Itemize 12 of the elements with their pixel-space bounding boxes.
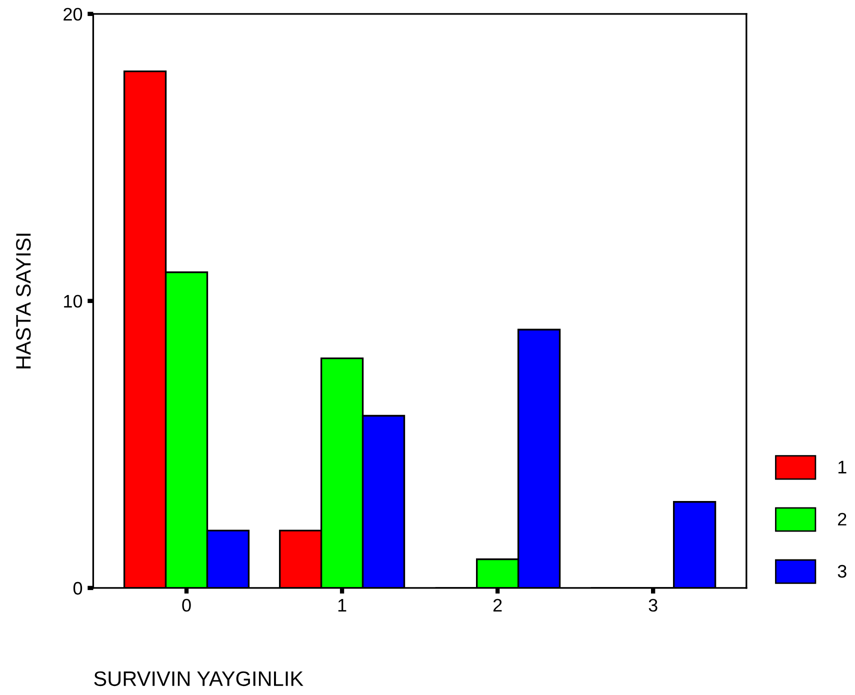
legend-label: 1 [838,460,846,474]
x-tick-label: 2 [493,598,502,612]
y-tick-label: 20 [64,8,82,21]
x-axis-title: SURVIVIN YAYGINLIK [94,671,304,686]
y-axis-title: HASTA SAYISI [16,234,31,368]
x-tick-label: 0 [182,598,191,612]
x-tick-label: 1 [338,599,346,612]
legend-label: 3 [838,564,846,578]
x-tick-label: 3 [648,598,658,612]
y-tick-label: 10 [64,294,82,308]
y-tick-label: 0 [73,582,82,595]
legend-label: 2 [838,512,846,526]
